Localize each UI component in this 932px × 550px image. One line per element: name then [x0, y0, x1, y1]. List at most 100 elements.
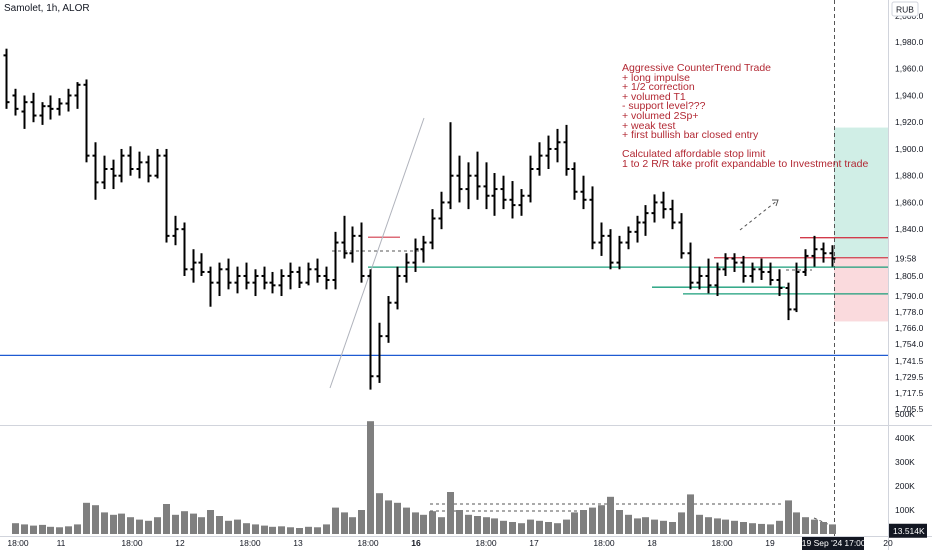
chart-title: Samolet, 1h, ALOR	[4, 3, 90, 14]
ohlc-bar	[118, 148, 125, 183]
volume-bar	[731, 520, 738, 534]
volume-bar	[216, 516, 223, 534]
volume-bar	[660, 520, 667, 534]
time-axis[interactable]: 18:00 11 18:00 12 18:00 13 18:00 16 18:00 17 18:00…	[7, 537, 893, 550]
volume-bar	[127, 517, 134, 534]
ohlc-bar	[207, 266, 214, 307]
volume-tick-label: 200K	[895, 481, 915, 491]
time-tick-label: 19 Sep '24	[802, 538, 843, 548]
volume-bar	[802, 517, 809, 534]
volume-bar	[678, 512, 685, 534]
volume-bar	[314, 527, 321, 534]
volume-bar	[500, 520, 507, 534]
volume-bar	[21, 524, 28, 534]
target-zone	[834, 127, 889, 259]
ohlc-bar	[465, 162, 472, 210]
volume-bar	[616, 510, 623, 534]
volume-bar	[118, 513, 125, 534]
volume-bar	[669, 522, 676, 534]
ohlc-bar	[145, 155, 152, 183]
time-tick-label: 19	[765, 538, 775, 548]
volume-bar	[403, 507, 410, 534]
ohlc-bar	[625, 226, 632, 250]
volume-bar	[110, 514, 117, 534]
volume-bar	[190, 513, 197, 534]
volume-bar	[580, 510, 587, 534]
volume-bar	[278, 526, 285, 534]
time-tick-label: 17:00	[844, 538, 866, 548]
ohlc-bar	[678, 213, 685, 259]
level-lines	[0, 236, 888, 357]
price-tick-label: 1,805.0	[895, 271, 924, 281]
volume-bar	[341, 512, 348, 534]
volume-bar	[358, 510, 365, 534]
ohlc-bar	[571, 162, 578, 200]
ohlc-bar	[314, 258, 321, 283]
volume-tick-label: 100K	[895, 505, 915, 515]
ohlc-bar	[403, 253, 410, 283]
ohlc-bar	[30, 92, 37, 123]
ohlc-bar	[278, 269, 285, 297]
volume-bar	[12, 523, 19, 534]
volume-bar	[607, 496, 614, 534]
volume-bar	[651, 519, 658, 534]
ohlc-bar	[385, 296, 392, 343]
ohlc-bar	[767, 262, 774, 286]
ohlc-bar	[669, 199, 676, 230]
time-tick-label: 17	[529, 538, 539, 548]
ohlc-bar	[181, 222, 188, 276]
volume-bar	[101, 512, 108, 534]
volume-tick-label: 400K	[895, 433, 915, 443]
ohlc-bar	[634, 215, 641, 243]
volume-bar	[740, 522, 747, 534]
ohlc-bar	[811, 235, 818, 267]
ohlc-bar	[412, 238, 419, 272]
ohlc-bar	[456, 155, 463, 203]
volume-bar	[696, 514, 703, 534]
volume-bar	[225, 520, 232, 534]
volume-bar	[554, 523, 561, 534]
volume-bar	[722, 519, 729, 534]
volume-bar	[83, 502, 90, 534]
volume-bar	[705, 517, 712, 534]
ohlc-bar	[483, 162, 490, 210]
volume-bar	[474, 516, 481, 534]
trade-zones	[834, 127, 889, 322]
volume-axis[interactable]: 100K 200K 300K 400K 500K 13.514K	[889, 409, 927, 538]
volume-bar	[252, 524, 259, 534]
ohlc-bar	[3, 48, 10, 109]
volume-bar	[527, 519, 534, 534]
volume-bar	[261, 525, 268, 534]
price-tick-label: 1,766.0	[895, 323, 924, 333]
volume-bar	[456, 510, 463, 534]
annotation-line: Calculated affordable stop limit	[622, 148, 766, 161]
volume-bar	[332, 507, 339, 534]
ohlc-bar	[225, 258, 232, 290]
volume-bar	[181, 511, 188, 534]
drawings	[329, 117, 833, 527]
annotation-line: 1 to 2 R/R take profit expandable to Inv…	[622, 157, 869, 170]
volume-bars	[12, 421, 836, 534]
current-price-label: 19:58	[895, 254, 917, 264]
annotation-line: + volumed 2Sp+	[622, 109, 699, 122]
volume-bar	[749, 523, 756, 534]
price-tick-label: 1,729.5	[895, 372, 924, 382]
time-tick-label: 12	[175, 538, 185, 548]
price-tick-label: 1,940.0	[895, 90, 924, 100]
ohlc-bar	[802, 249, 809, 276]
volume-bar	[829, 524, 836, 534]
ohlc-bar	[589, 186, 596, 250]
volume-bar	[154, 517, 161, 534]
ohlc-bar	[731, 253, 738, 272]
time-tick-label: 18	[647, 538, 657, 548]
ohlc-bar	[598, 222, 605, 256]
volume-bar	[571, 512, 578, 534]
price-axis[interactable]: 1,705.5 1,717.5 1,729.5 1,741.5 1,754.0 1,766…	[889, 1, 924, 414]
volume-bar	[207, 510, 214, 534]
time-tick-label: 18:00	[357, 538, 379, 548]
volume-tick-label: 500K	[895, 409, 915, 419]
ohlc-bar	[92, 142, 99, 200]
ohlc-bar	[163, 148, 170, 243]
annotation-line: - support level???	[622, 100, 706, 113]
ohlc-bar	[110, 159, 117, 190]
